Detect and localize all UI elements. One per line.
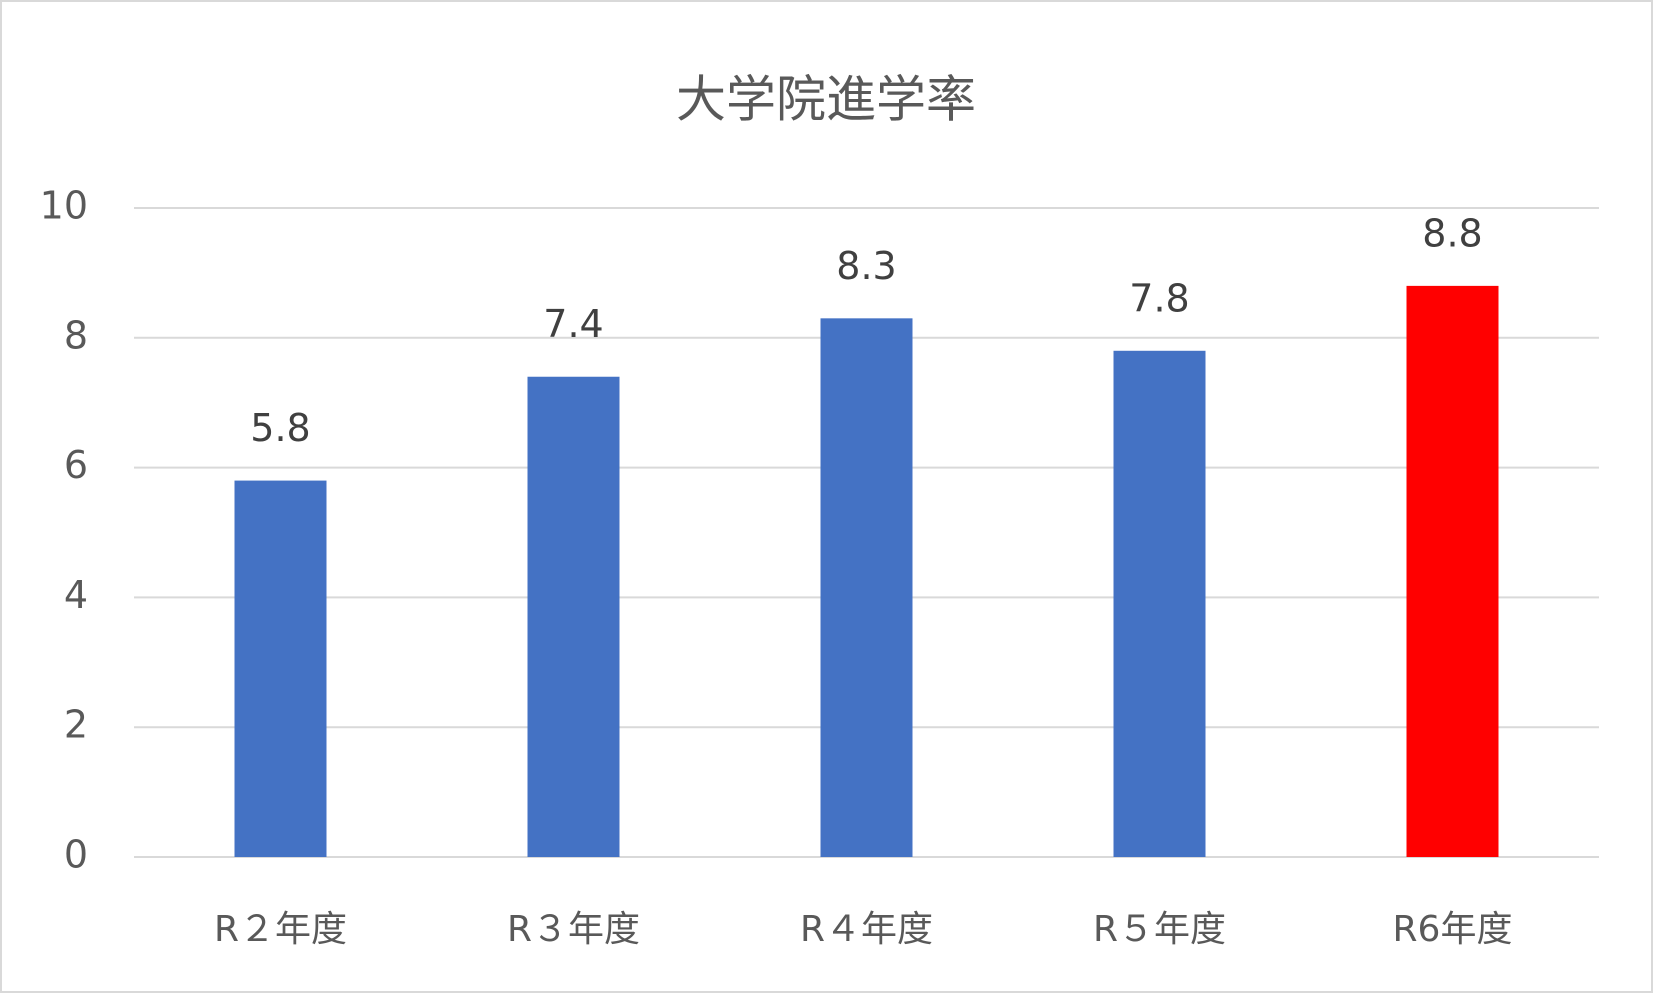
y-tick-label: 6: [64, 443, 88, 487]
x-tick-label: R４年度: [800, 909, 933, 950]
bar: [527, 376, 620, 857]
y-tick-label: 4: [64, 573, 88, 617]
bar: [820, 318, 913, 858]
value-label: 7.8: [1129, 276, 1189, 320]
y-tick-label: 0: [64, 833, 88, 877]
bar: [234, 480, 327, 857]
y-tick-label: 2: [64, 703, 88, 747]
x-tick-label: R５年度: [1093, 909, 1226, 950]
value-label: 7.4: [543, 302, 603, 346]
bar: [1406, 285, 1499, 857]
y-tick-label: 10: [40, 184, 88, 228]
x-tick-label: R２年度: [214, 909, 347, 950]
value-label: 8.8: [1422, 211, 1482, 255]
value-label: 5.8: [250, 406, 310, 450]
value-label: 8.3: [836, 244, 896, 288]
x-tick-label: R6年度: [1393, 909, 1513, 950]
bar: [1113, 350, 1206, 857]
chart-title: 大学院進学率: [676, 71, 976, 129]
y-tick-label: 8: [64, 313, 88, 357]
x-tick-label: R３年度: [507, 909, 640, 950]
